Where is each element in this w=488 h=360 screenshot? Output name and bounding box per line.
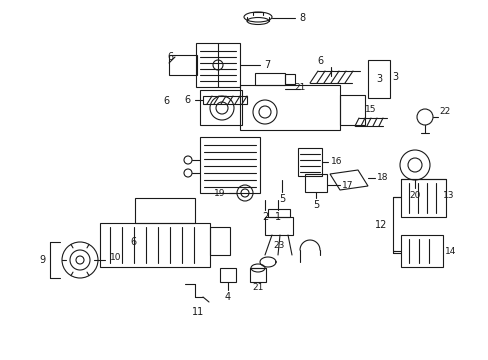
Text: 9: 9 bbox=[39, 255, 45, 265]
Bar bbox=[285, 74, 294, 84]
Text: 6: 6 bbox=[316, 56, 323, 66]
Text: 22: 22 bbox=[439, 108, 450, 117]
Text: 5: 5 bbox=[312, 200, 319, 210]
Bar bbox=[169, 55, 197, 75]
Bar bbox=[297, 148, 321, 176]
Text: 8: 8 bbox=[298, 13, 305, 23]
Text: 10: 10 bbox=[110, 252, 122, 261]
Text: 2: 2 bbox=[262, 212, 267, 222]
Text: 12: 12 bbox=[374, 220, 386, 230]
Bar bbox=[196, 43, 240, 87]
Text: 3: 3 bbox=[391, 72, 397, 82]
Text: 15: 15 bbox=[365, 105, 376, 114]
Text: 13: 13 bbox=[442, 190, 454, 199]
Bar bbox=[249, 268, 265, 282]
Text: 14: 14 bbox=[445, 247, 456, 256]
Text: 7: 7 bbox=[264, 60, 269, 70]
Bar bbox=[240, 85, 339, 130]
Text: 5: 5 bbox=[278, 194, 285, 204]
Text: 4: 4 bbox=[224, 292, 231, 302]
Bar bbox=[100, 223, 209, 267]
Bar bbox=[400, 179, 445, 217]
Text: 21: 21 bbox=[252, 283, 263, 292]
Text: 11: 11 bbox=[191, 307, 203, 317]
Bar bbox=[200, 137, 260, 193]
Bar bbox=[220, 268, 236, 282]
Text: 1: 1 bbox=[274, 212, 281, 222]
Text: 6: 6 bbox=[183, 95, 190, 105]
Text: 18: 18 bbox=[376, 174, 388, 183]
Bar bbox=[264, 217, 292, 235]
Bar bbox=[367, 60, 389, 98]
Bar bbox=[400, 235, 442, 267]
Text: 17: 17 bbox=[342, 180, 353, 189]
Text: 6: 6 bbox=[130, 237, 136, 247]
Text: 19: 19 bbox=[214, 189, 225, 198]
Bar bbox=[305, 174, 326, 192]
Text: 6: 6 bbox=[166, 52, 173, 62]
Bar bbox=[339, 95, 364, 125]
Text: 23: 23 bbox=[273, 240, 284, 249]
Bar bbox=[200, 90, 242, 125]
Bar bbox=[209, 227, 229, 255]
Text: 3: 3 bbox=[375, 74, 381, 84]
Text: 6: 6 bbox=[163, 96, 169, 106]
Bar bbox=[203, 96, 246, 104]
Text: 16: 16 bbox=[330, 158, 342, 166]
Bar bbox=[254, 73, 285, 85]
Text: 21: 21 bbox=[294, 84, 305, 93]
Text: 20: 20 bbox=[408, 190, 420, 199]
Bar bbox=[267, 209, 289, 217]
Bar bbox=[135, 198, 195, 223]
